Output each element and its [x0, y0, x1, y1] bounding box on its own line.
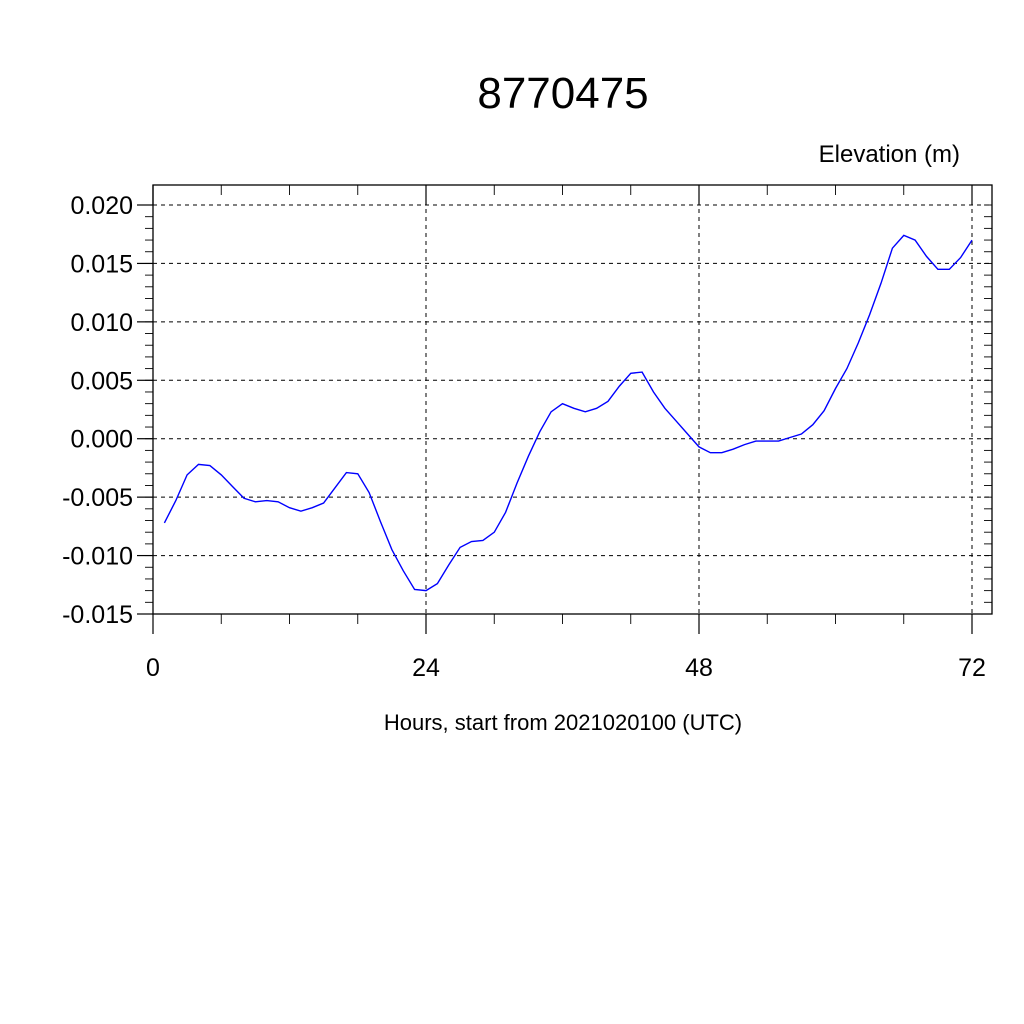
x-tick-label: 72	[958, 654, 986, 682]
x-axis-label: Hours, start from 2021020100 (UTC)	[384, 710, 742, 735]
y-tick-label: 0.015	[70, 250, 133, 278]
y-tick-label: 0.010	[70, 309, 133, 337]
y-tick-label: 0.020	[70, 192, 133, 220]
y-tick-label: -0.005	[62, 484, 133, 512]
axis-ticks	[137, 185, 992, 634]
y-axis-label: Elevation (m)	[819, 141, 960, 168]
x-tick-label: 24	[412, 654, 440, 682]
y-tick-label: -0.015	[62, 601, 133, 629]
x-tick-label: 0	[146, 654, 160, 682]
grid-lines	[153, 185, 992, 614]
y-tick-label: 0.005	[70, 367, 133, 395]
y-tick-label: 0.000	[70, 426, 133, 454]
plot-frame	[152, 184, 993, 615]
tick-labels: -0.015 -0.010 -0.005 0.000 0.005 0.010 0.015 0.…	[62, 192, 986, 682]
y-tick-label: -0.010	[62, 543, 133, 571]
elevation-series-line	[163, 234, 973, 592]
x-tick-label: 48	[685, 654, 713, 682]
chart-title: 8770475	[477, 69, 648, 118]
